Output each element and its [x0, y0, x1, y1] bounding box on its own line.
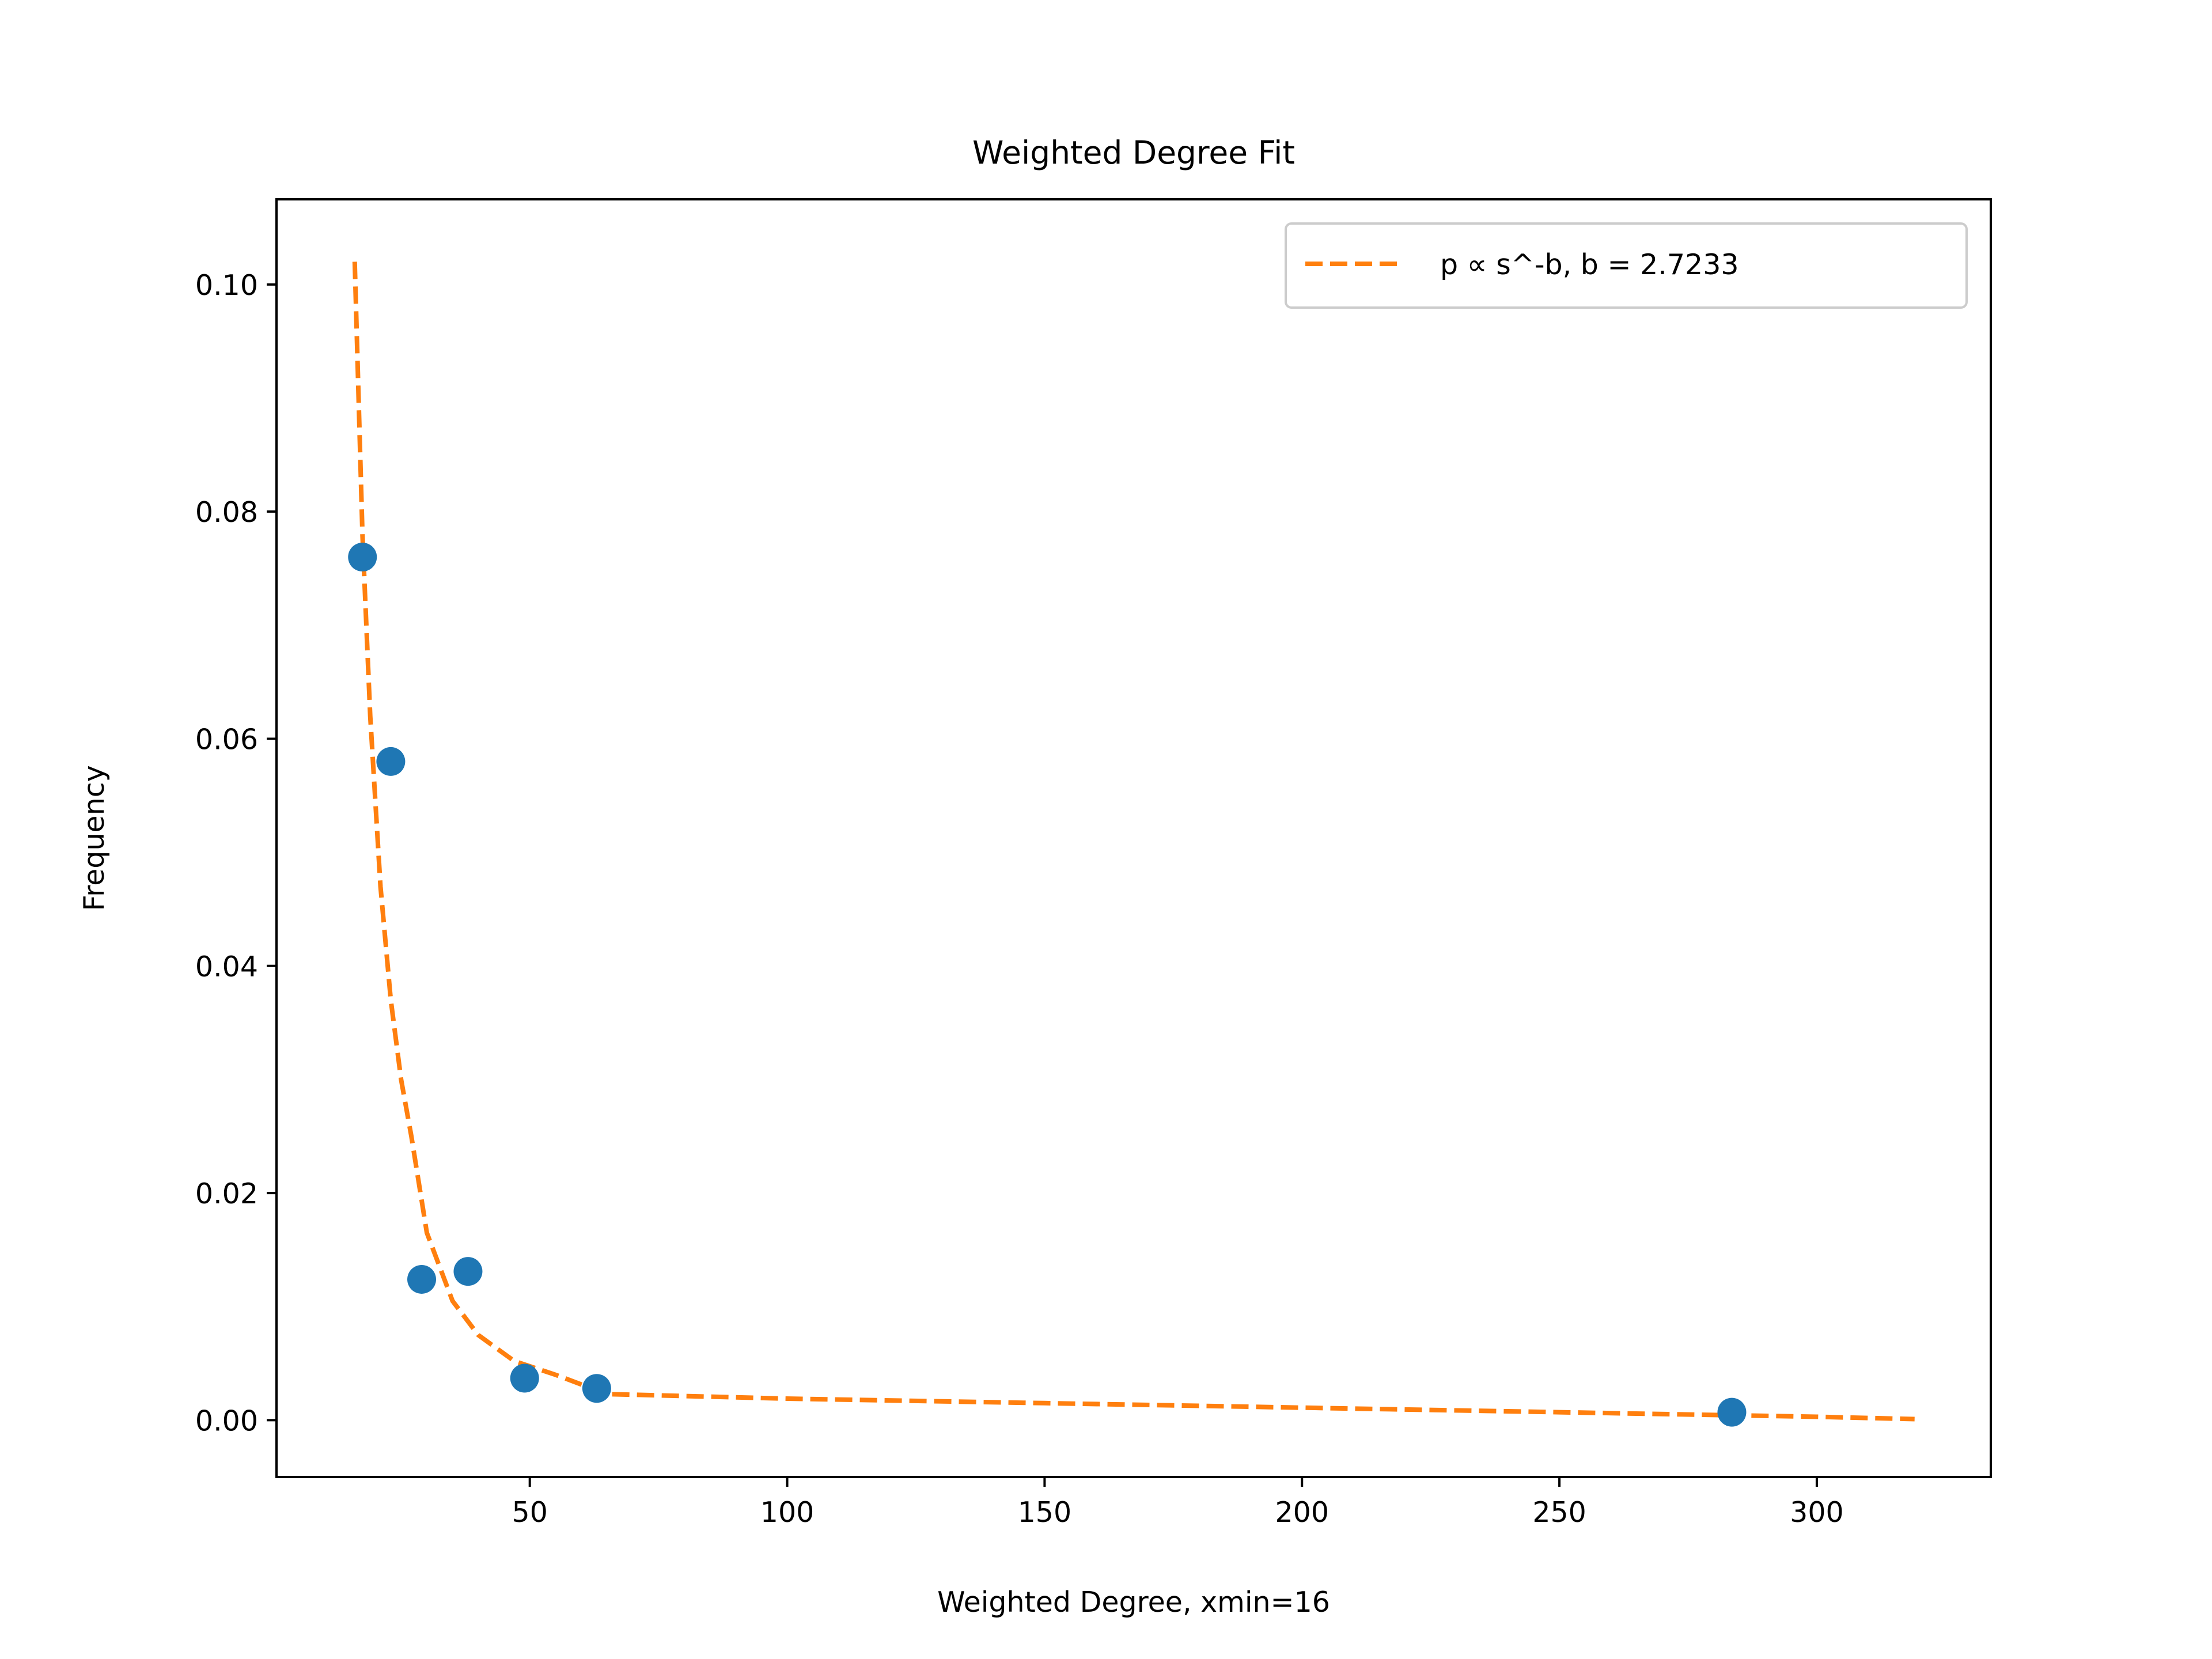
y-tick-label: 0.06 [195, 723, 258, 756]
scatter-point [348, 543, 377, 572]
scatter-point [1717, 1397, 1747, 1427]
legend-box [1285, 222, 1968, 309]
legend: p ∝ s^-b, b = 2.7233 [1285, 222, 1968, 309]
scatter-point [510, 1363, 539, 1393]
scatter-point [376, 747, 406, 776]
scatter-points [348, 543, 1747, 1427]
x-tick-label: 200 [1275, 1496, 1329, 1529]
x-tick-label: 100 [760, 1496, 815, 1529]
x-tick-label: 300 [1790, 1496, 1844, 1529]
x-tick-label: 250 [1532, 1496, 1586, 1529]
y-axis-ticks: 0.00 0.02 0.04 0.06 0.08 0.10 [195, 269, 276, 1437]
x-tick-label: 50 [512, 1496, 548, 1529]
y-tick-label: 0.10 [195, 269, 258, 302]
plot-frame [275, 198, 1992, 1478]
legend-entry-fit: p ∝ s^-b, b = 2.7233 [1440, 248, 1739, 281]
y-axis-label: Frequency [78, 765, 111, 911]
y-tick-label: 0.04 [195, 950, 258, 983]
y-tick-label: 0.02 [195, 1177, 258, 1210]
x-tick-label: 150 [1018, 1496, 1072, 1529]
fit-line-layer [352, 262, 1915, 1422]
y-tick-label: 0.00 [195, 1404, 258, 1437]
x-axis-ticks: 50 100 150 200 250 300 [512, 1477, 1844, 1529]
scatter-point [582, 1374, 611, 1403]
scatter-point [407, 1264, 437, 1294]
chart-title: Weighted Degree Fit [972, 134, 1295, 171]
fit-line [352, 262, 1915, 1422]
y-tick-label: 0.08 [195, 496, 258, 529]
scatter-point [453, 1257, 483, 1286]
x-axis-label: Weighted Degree, xmin=16 [937, 1586, 1330, 1619]
